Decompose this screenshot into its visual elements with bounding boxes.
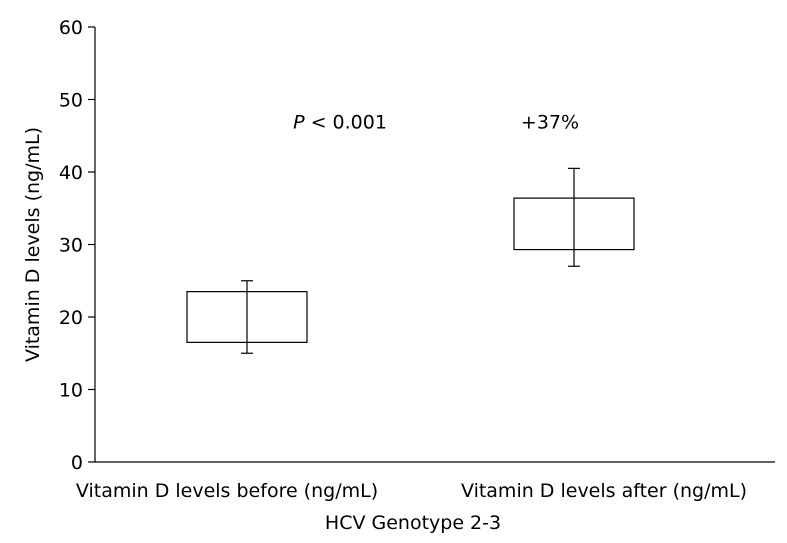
x-axis: Vitamin D levels before (ng/mL) Vitamin D… (76, 461, 775, 502)
y-tick-label-2: 20 (59, 307, 83, 329)
x-axis-title: HCV Genotype 2-3 (325, 512, 501, 534)
x-tick-label-1: Vitamin D levels after (ng/mL) (461, 480, 747, 502)
y-tick-label-4: 40 (59, 162, 83, 184)
annotations: P < 0.001 +37% (293, 111, 579, 133)
y-tick-label-6: 60 (59, 17, 83, 39)
boxes (186, 167, 635, 354)
y-tick-label-5: 50 (59, 90, 83, 112)
y-tick-label-0: 0 (71, 452, 83, 474)
p-value-annotation: P < 0.001 (293, 111, 387, 133)
box-0 (186, 280, 308, 354)
percent-change-annotation: +37% (521, 111, 579, 133)
y-axis-title: Vitamin D levels (ng/mL) (22, 127, 44, 362)
box-1 (513, 167, 635, 267)
y-axis: 0 10 20 30 40 50 60 (59, 17, 96, 474)
y-tick-label-3: 30 (59, 235, 83, 257)
x-tick-label-0: Vitamin D levels before (ng/mL) (76, 480, 378, 502)
y-tick-label-1: 10 (59, 380, 83, 402)
